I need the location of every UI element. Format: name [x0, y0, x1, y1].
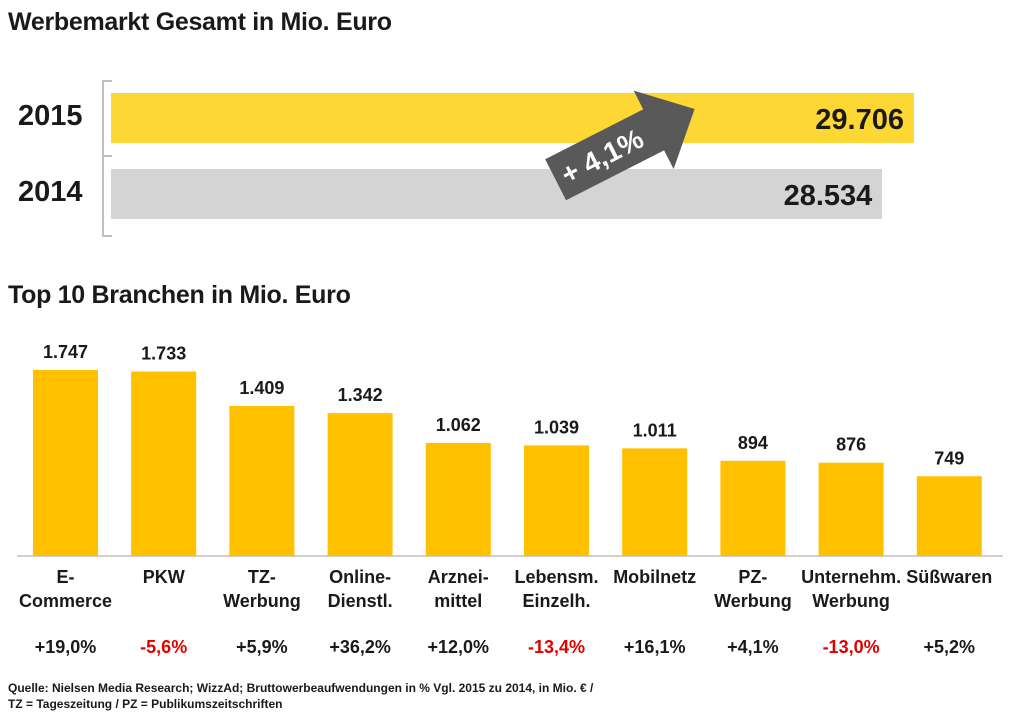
category-label-3-line-0: Online-	[329, 567, 391, 587]
category-label-4-line-0: Arznei-	[428, 567, 489, 587]
bar-2014	[111, 169, 883, 219]
category-label-0-line-1: Commerce	[19, 591, 112, 611]
category-label-2-line-0: TZ-	[248, 567, 276, 587]
bar-3	[327, 413, 393, 556]
change-label-5: -13,4%	[528, 637, 585, 657]
year-axis-bracket	[102, 80, 112, 237]
value-label-8: 876	[836, 435, 866, 455]
year-axis-divider	[102, 155, 112, 157]
category-label-0-line-0: E-	[57, 567, 75, 587]
change-label-8: -13,0%	[823, 637, 880, 657]
change-label-4: +12,0%	[428, 637, 490, 657]
bar-2	[229, 405, 295, 556]
category-label-5-line-0: Lebensm.	[514, 567, 598, 587]
category-label-6: Mobilnetz	[613, 567, 696, 587]
value-label-1: 1.733	[141, 343, 186, 363]
growth-arrow	[545, 90, 695, 201]
category-label-4-line-1: mittel	[434, 591, 482, 611]
category-label-5-line-1: Einzelh.	[522, 591, 590, 611]
value-label-3: 1.342	[338, 385, 383, 405]
total-market-title: Werbemarkt Gesamt in Mio. Euro	[8, 8, 392, 36]
bar-9	[916, 476, 982, 556]
category-label-8-line-1: Werbung	[812, 591, 890, 611]
change-label-2: +5,9%	[236, 637, 288, 657]
category-label-2-line-1: Werbung	[223, 591, 301, 611]
change-label-9: +5,2%	[924, 637, 976, 657]
value-label-9: 749	[934, 448, 964, 468]
category-label-7-line-0: PZ-	[738, 567, 767, 587]
bar-0	[33, 370, 98, 556]
change-label-1: -5,6%	[140, 637, 187, 657]
year-label-2014: 2014	[18, 176, 83, 208]
bar-8	[818, 462, 884, 556]
value-label-4: 1.062	[436, 415, 481, 435]
change-label-3: +36,2%	[329, 637, 391, 657]
footnote-line-2: TZ = Tageszeitung / PZ = Publikumszeitsc…	[8, 697, 283, 711]
bar-1	[131, 371, 197, 556]
change-label-7: +4,1%	[727, 637, 779, 657]
year-label-2015: 2015	[18, 100, 83, 132]
category-label-7-line-1: Werbung	[714, 591, 792, 611]
value-label-5: 1.039	[534, 417, 579, 437]
value-2014: 28.534	[783, 180, 873, 212]
bar-2015	[111, 93, 914, 143]
value-label-2: 1.409	[239, 378, 284, 398]
source-footnote: Quelle: Nielsen Media Research; WizzAd; …	[8, 680, 593, 712]
bar-5	[524, 445, 589, 556]
value-2015: 29.706	[815, 104, 904, 136]
chart-title: Top 10 Branchen in Mio. Euro	[8, 281, 351, 309]
category-label-1: PKW	[143, 567, 185, 587]
category-label-8-line-0: Unternehm.	[801, 567, 901, 587]
change-label-6: +16,1%	[624, 637, 686, 657]
bar-4	[425, 442, 491, 556]
bar-7	[720, 460, 786, 556]
value-label-6: 1.011	[633, 420, 677, 440]
value-label-0: 1.747	[43, 342, 88, 362]
category-label-3-line-1: Dienstl.	[328, 591, 393, 611]
value-label-7: 894	[738, 433, 768, 453]
category-label-9: Süßwaren	[906, 567, 992, 587]
change-label-0: +19,0%	[35, 637, 97, 657]
footnote-line-1: Quelle: Nielsen Media Research; WizzAd; …	[8, 681, 594, 695]
bar-6	[622, 448, 688, 556]
